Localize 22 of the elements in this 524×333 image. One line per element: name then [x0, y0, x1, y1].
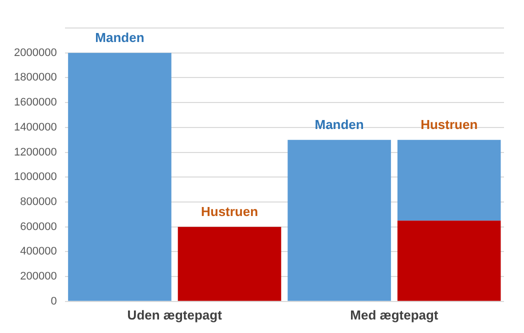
y-tick-label: 400000	[20, 246, 57, 258]
y-tick-label: 2000000	[14, 46, 57, 59]
y-tick-label: 1200000	[14, 146, 57, 158]
y-tick-label: 0	[50, 295, 57, 308]
x-tick-label: Uden ægtepagt	[127, 307, 223, 322]
series-label: Hustruen	[200, 204, 258, 219]
y-tick-label: 1400000	[14, 121, 57, 134]
y-tick-label: 600000	[20, 220, 57, 233]
y-tick-label: 1600000	[14, 96, 57, 109]
y-tick-label: 200000	[20, 270, 57, 283]
y-tick-label: 1000000	[14, 171, 57, 184]
y-tick-label: 800000	[20, 196, 57, 208]
bar	[397, 140, 501, 221]
text: Manden	[95, 30, 144, 45]
bar	[68, 52, 172, 301]
bar	[288, 140, 391, 301]
bar	[397, 220, 501, 301]
text: Hustruen	[420, 116, 478, 132]
series-label: Manden	[314, 116, 364, 132]
bar	[178, 226, 282, 301]
x-tick-label: Med ægtepagt	[350, 307, 439, 322]
y-tick-label: 1800000	[14, 72, 57, 84]
